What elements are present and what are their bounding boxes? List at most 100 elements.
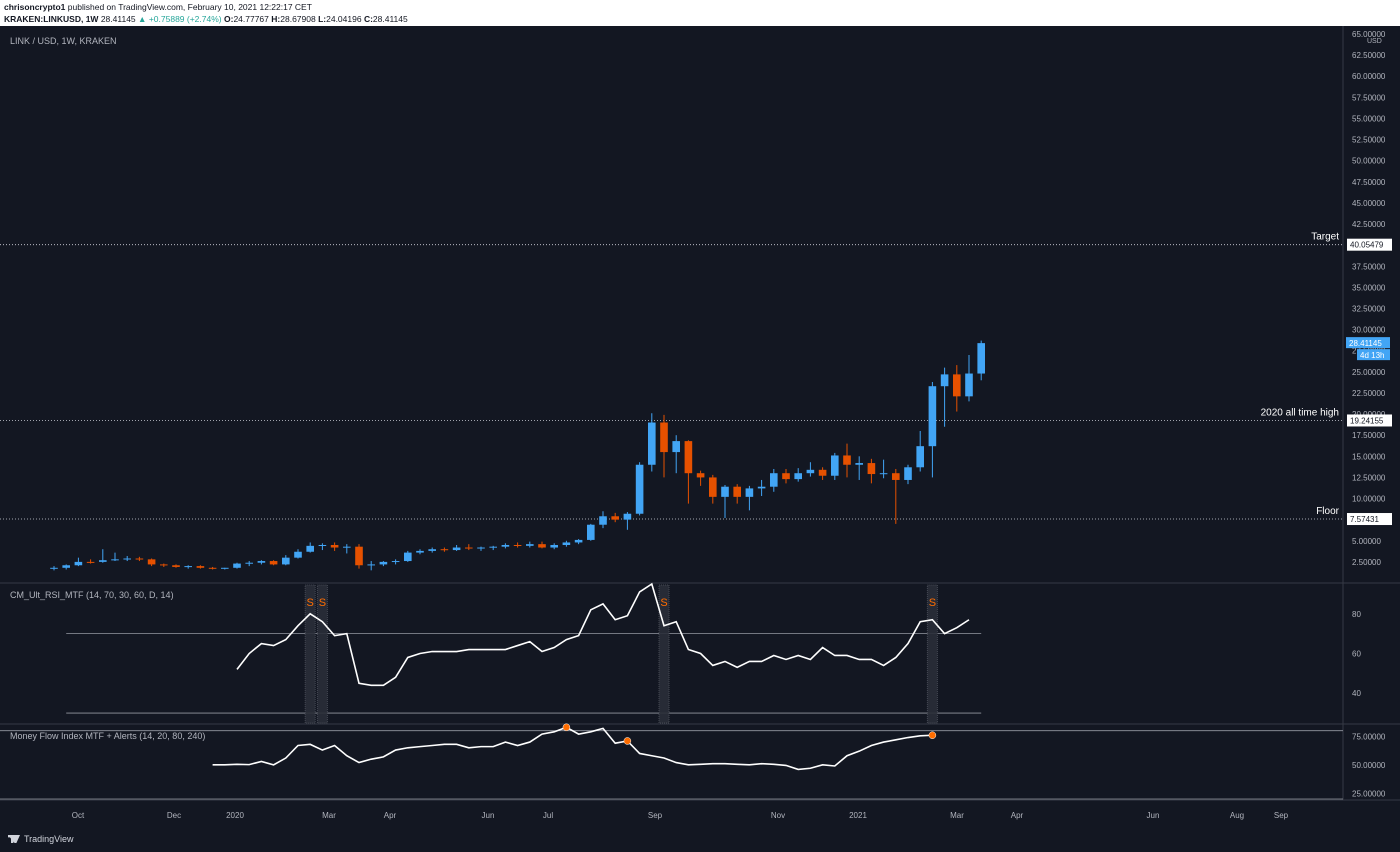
candle-body (74, 561, 83, 566)
candle-body (245, 562, 253, 564)
mfi-alert-icon (623, 737, 632, 745)
rsi-tick-label: 80 (1352, 610, 1361, 619)
time-tick-label: Dec (167, 811, 181, 820)
price-tick-label: 42.50000 (1352, 220, 1386, 229)
candle-body (416, 550, 424, 553)
price-tick-label: 50.00000 (1352, 157, 1386, 166)
candle-body (696, 473, 705, 478)
price-tick-label: 65.00000 (1352, 30, 1386, 39)
time-tick-label: Aug (1230, 811, 1244, 820)
candle-body (86, 561, 95, 563)
level-label: Target (1311, 232, 1339, 243)
high-value: 28.67908 (280, 14, 316, 24)
time-tick-label: Sep (1274, 811, 1289, 820)
candle-body (440, 549, 449, 551)
time-tick-label: Mar (322, 811, 336, 820)
time-tick-label: Jul (543, 811, 553, 820)
candle-body (135, 558, 144, 560)
candle-body (806, 469, 815, 474)
countdown-tag (1357, 349, 1390, 361)
candle-body (465, 547, 473, 549)
candle-body (782, 473, 790, 480)
price-tick-label: 15.00000 (1352, 452, 1386, 461)
rsi-signal-label: S (660, 597, 667, 609)
candle-body (160, 564, 168, 566)
candle-body (489, 546, 497, 548)
time-tick-label: Jun (1147, 811, 1160, 820)
level-price-tag (1347, 513, 1392, 526)
candle-body (477, 547, 485, 549)
candle-body (269, 561, 278, 565)
mfi-alert-icon (928, 731, 937, 739)
candle-body (904, 467, 912, 480)
price-tick-label: 10.00000 (1352, 495, 1386, 504)
candle-body (892, 473, 900, 480)
candle-body (294, 551, 302, 558)
candle-body (538, 544, 546, 548)
price-pane-title: LINK / USD, 1W, KRAKEN (10, 36, 117, 46)
candle-body (721, 486, 729, 497)
candle-body (709, 477, 717, 497)
price-tick-label: 12.50000 (1352, 473, 1386, 482)
price-tick-label: 37.50000 (1352, 262, 1386, 271)
price-tick-label: 2.50000 (1352, 558, 1381, 567)
rsi-signal-zone (926, 584, 938, 724)
candle-body (111, 559, 119, 561)
candle-body (660, 422, 668, 453)
candle-body (587, 524, 595, 540)
tradingview-brand[interactable]: TradingView (8, 834, 74, 844)
candle-body (391, 561, 400, 563)
price-axis-unit: USD (1367, 38, 1382, 45)
price-tick-label: 5.00000 (1352, 537, 1381, 546)
candle-body (404, 552, 412, 562)
time-tick-label: 2021 (849, 811, 867, 820)
candle-body (733, 486, 741, 497)
candle-body (818, 469, 827, 476)
candle-body (172, 565, 180, 567)
candle-body (672, 441, 680, 453)
time-tick-label: Sep (648, 811, 663, 820)
time-tick-label: Mar (950, 811, 964, 820)
price-tick-label: 47.50000 (1352, 178, 1386, 187)
candle-body (367, 564, 375, 566)
countdown-label: 4d 13h (1360, 351, 1384, 360)
candle-body (452, 547, 461, 551)
candle-body (208, 567, 217, 569)
rsi-pane-title: CM_Ult_RSI_MTF (14, 70, 30, 60, D, 14) (10, 590, 174, 600)
candle-body (855, 463, 863, 465)
mfi-tick-label: 50.00000 (1352, 761, 1386, 770)
candle-body (147, 559, 156, 565)
candle-body (196, 566, 205, 568)
candle-body (50, 567, 58, 569)
time-tick-label: Nov (771, 811, 785, 820)
mfi-tick-label: 25.00000 (1352, 789, 1386, 798)
candle-body (562, 542, 571, 545)
candle-body (831, 455, 839, 476)
symbol-name: KRAKEN:LINKUSD, 1W (4, 14, 99, 24)
tradingview-logo-icon (8, 835, 20, 843)
candle-body (757, 486, 766, 489)
price-tick-label: 57.50000 (1352, 93, 1386, 102)
time-tick-label: 2020 (226, 811, 244, 820)
price-tick-label: 35.00000 (1352, 283, 1386, 292)
candle-body (330, 544, 339, 548)
level-price-label: 40.05479 (1350, 241, 1384, 250)
candle-body (501, 544, 510, 547)
mfi-tick-label: 75.00000 (1352, 732, 1386, 741)
level-label: 2020 all time high (1261, 407, 1339, 418)
candle-body (343, 546, 351, 548)
low-value: 24.04196 (326, 14, 362, 24)
candle-body (879, 473, 888, 475)
price-tick-label: 62.50000 (1352, 51, 1386, 60)
candle-body (513, 544, 522, 546)
candle-body (550, 544, 558, 548)
candle-body (221, 567, 229, 569)
publish-header: chrisoncrypto1 published on TradingView.… (0, 0, 1400, 26)
chart-area[interactable]: LINK / USD, 1W, KRAKEN2.500005.000007.50… (0, 26, 1400, 826)
time-tick-label: Apr (1011, 811, 1024, 820)
publisher-name: chrisoncrypto1 (4, 2, 66, 12)
candle-body (867, 463, 876, 475)
rsi-signal-label: S (319, 597, 326, 609)
price-tick-label: 52.50000 (1352, 136, 1386, 145)
candle-body (635, 464, 644, 514)
